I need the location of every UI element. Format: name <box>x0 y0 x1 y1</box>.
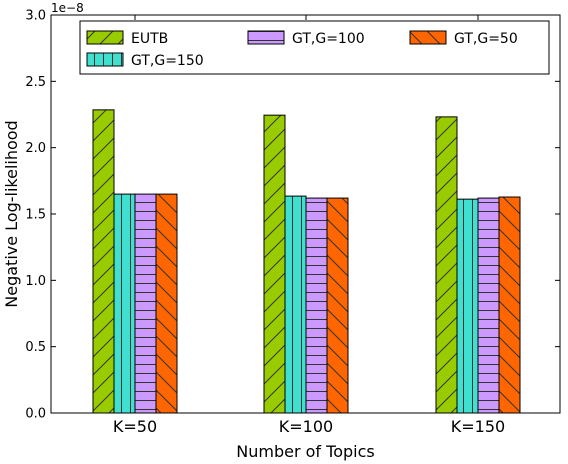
legend-item-gt-g-150: GT,G=150 <box>86 52 204 69</box>
y-tick-label: 1.5 <box>25 208 46 223</box>
bar-eutb-k-150 <box>435 116 458 414</box>
y-tick-label: 3.0 <box>25 9 46 24</box>
legend-item-gt-g-50: GT,G=50 <box>409 30 518 47</box>
x-tick-label-k-150: K=150 <box>451 417 505 436</box>
bar-gt-g-150-k-50 <box>113 193 136 414</box>
bar-hatch <box>284 195 307 414</box>
x-axis-title: Number of Topics <box>236 442 374 461</box>
legend-label: GT,G=100 <box>292 31 365 47</box>
bar-gt-g-100-k-150 <box>477 197 500 414</box>
y-tick-label: 2.0 <box>25 141 46 156</box>
bar-gt-g-50-k-150 <box>498 196 521 414</box>
y-axis-title: Negative Log-likelihood <box>2 120 21 307</box>
y-tick-label: 0.0 <box>25 407 46 422</box>
x-axis: K=50 K=100 K=150 <box>113 15 505 436</box>
x-tick-label-k-50: K=50 <box>113 417 157 436</box>
legend-swatch-hatch <box>86 30 124 45</box>
bar-hatch <box>134 193 157 414</box>
bar-gt-g-100-k-100 <box>305 197 328 414</box>
legend-swatch-hatch <box>409 30 447 45</box>
bars-group <box>92 109 521 414</box>
bar-hatch <box>305 197 328 414</box>
bar-eutb-k-50 <box>92 109 115 414</box>
bar-hatch <box>263 114 286 414</box>
bar-gt-g-50-k-100 <box>326 197 349 414</box>
legend-frame <box>79 20 550 75</box>
bar-gt-g-100-k-50 <box>134 193 157 414</box>
bar-gt-g-50-k-50 <box>155 193 178 414</box>
y-scale-label: 1e−8 <box>51 1 84 15</box>
bar-eutb-k-100 <box>263 114 286 414</box>
legend-swatch-hatch <box>247 30 285 45</box>
bar-hatch <box>155 193 178 414</box>
legend-label: GT,G=150 <box>131 53 204 69</box>
legend-item-gt-g-100: GT,G=100 <box>247 30 365 47</box>
legend-item-eutb: EUTB <box>86 30 168 47</box>
y-tick-label: 2.5 <box>25 75 46 90</box>
legend: EUTB GT,G=150 GT,G=100 GT,G=50 <box>79 20 550 75</box>
legend-label: EUTB <box>131 31 168 47</box>
bar-hatch <box>498 196 521 414</box>
bar-hatch <box>435 116 458 414</box>
bar-gt-g-150-k-100 <box>284 195 307 414</box>
bar-gt-g-150-k-150 <box>456 198 479 414</box>
legend-label: GT,G=50 <box>454 31 518 47</box>
bar-hatch <box>456 198 479 414</box>
y-axis: 0.0 0.5 1.0 1.5 2.0 2.5 3.0 <box>25 9 560 422</box>
x-tick-label-k-100: K=100 <box>279 417 333 436</box>
bar-hatch <box>477 197 500 414</box>
bar-hatch <box>326 197 349 414</box>
bar-hatch <box>92 109 115 414</box>
bar-hatch <box>113 193 136 414</box>
legend-swatch-hatch <box>86 52 124 67</box>
y-tick-label: 1.0 <box>25 274 46 289</box>
y-tick-label: 0.5 <box>25 340 46 355</box>
